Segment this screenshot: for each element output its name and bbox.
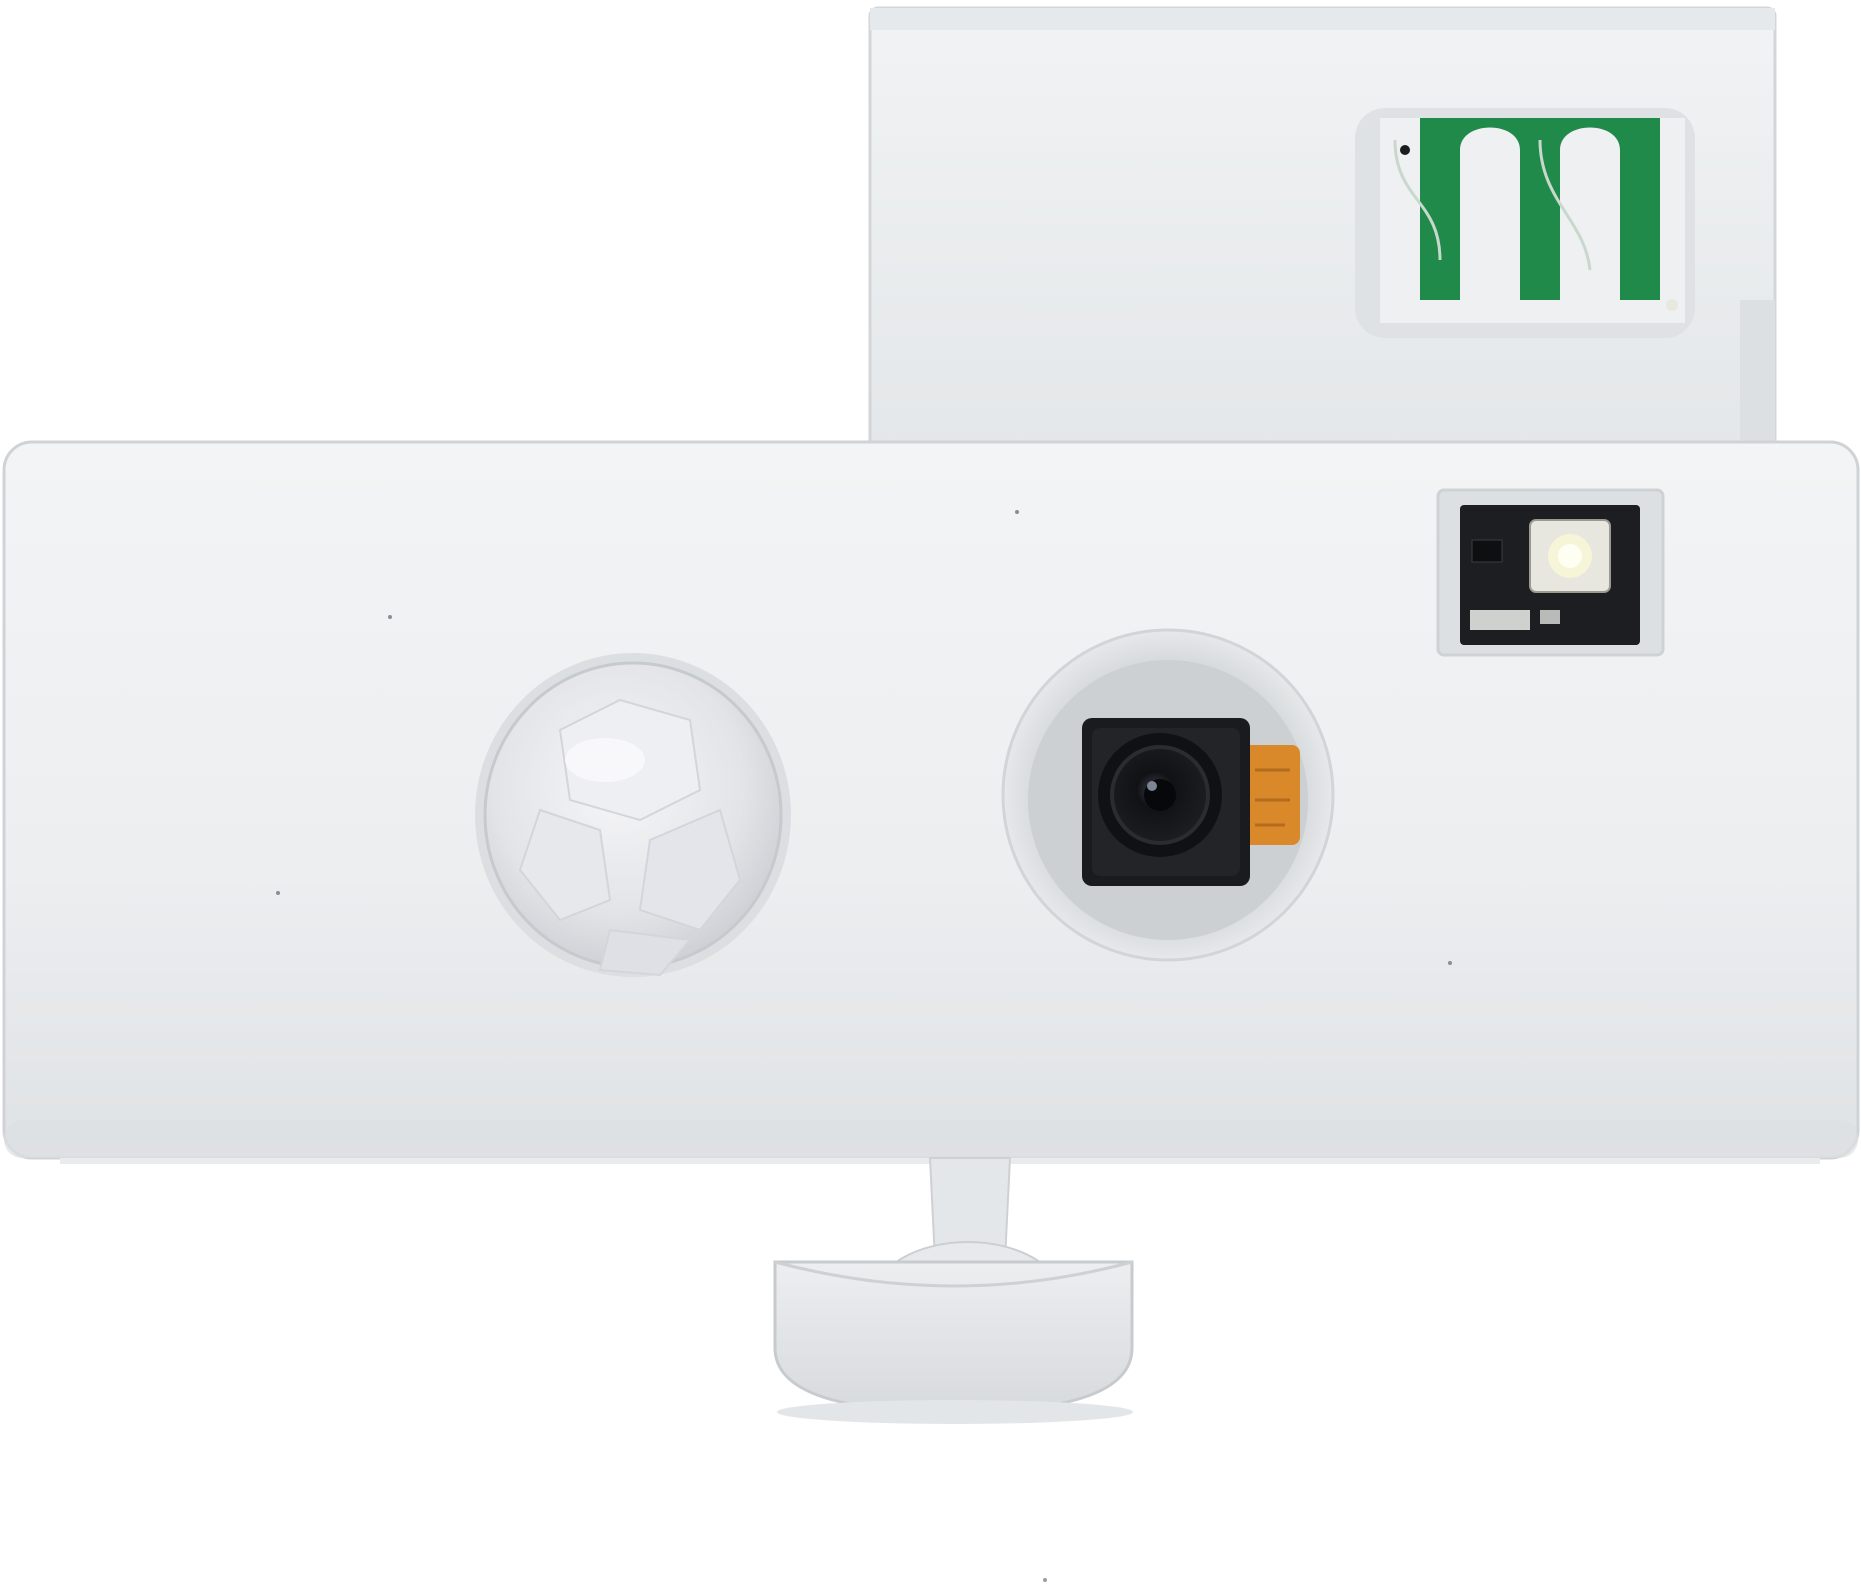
front-plate — [2, 440, 1860, 1164]
pir-sensor — [475, 653, 791, 977]
camera-module — [1001, 628, 1335, 962]
floor-speck — [1043, 1578, 1047, 1582]
ball-mount-stand — [773, 1157, 1134, 1424]
surface-specks — [276, 510, 1452, 965]
led-window — [1436, 488, 1665, 657]
vent-window — [1355, 108, 1695, 338]
rear-housing — [868, 6, 1777, 450]
